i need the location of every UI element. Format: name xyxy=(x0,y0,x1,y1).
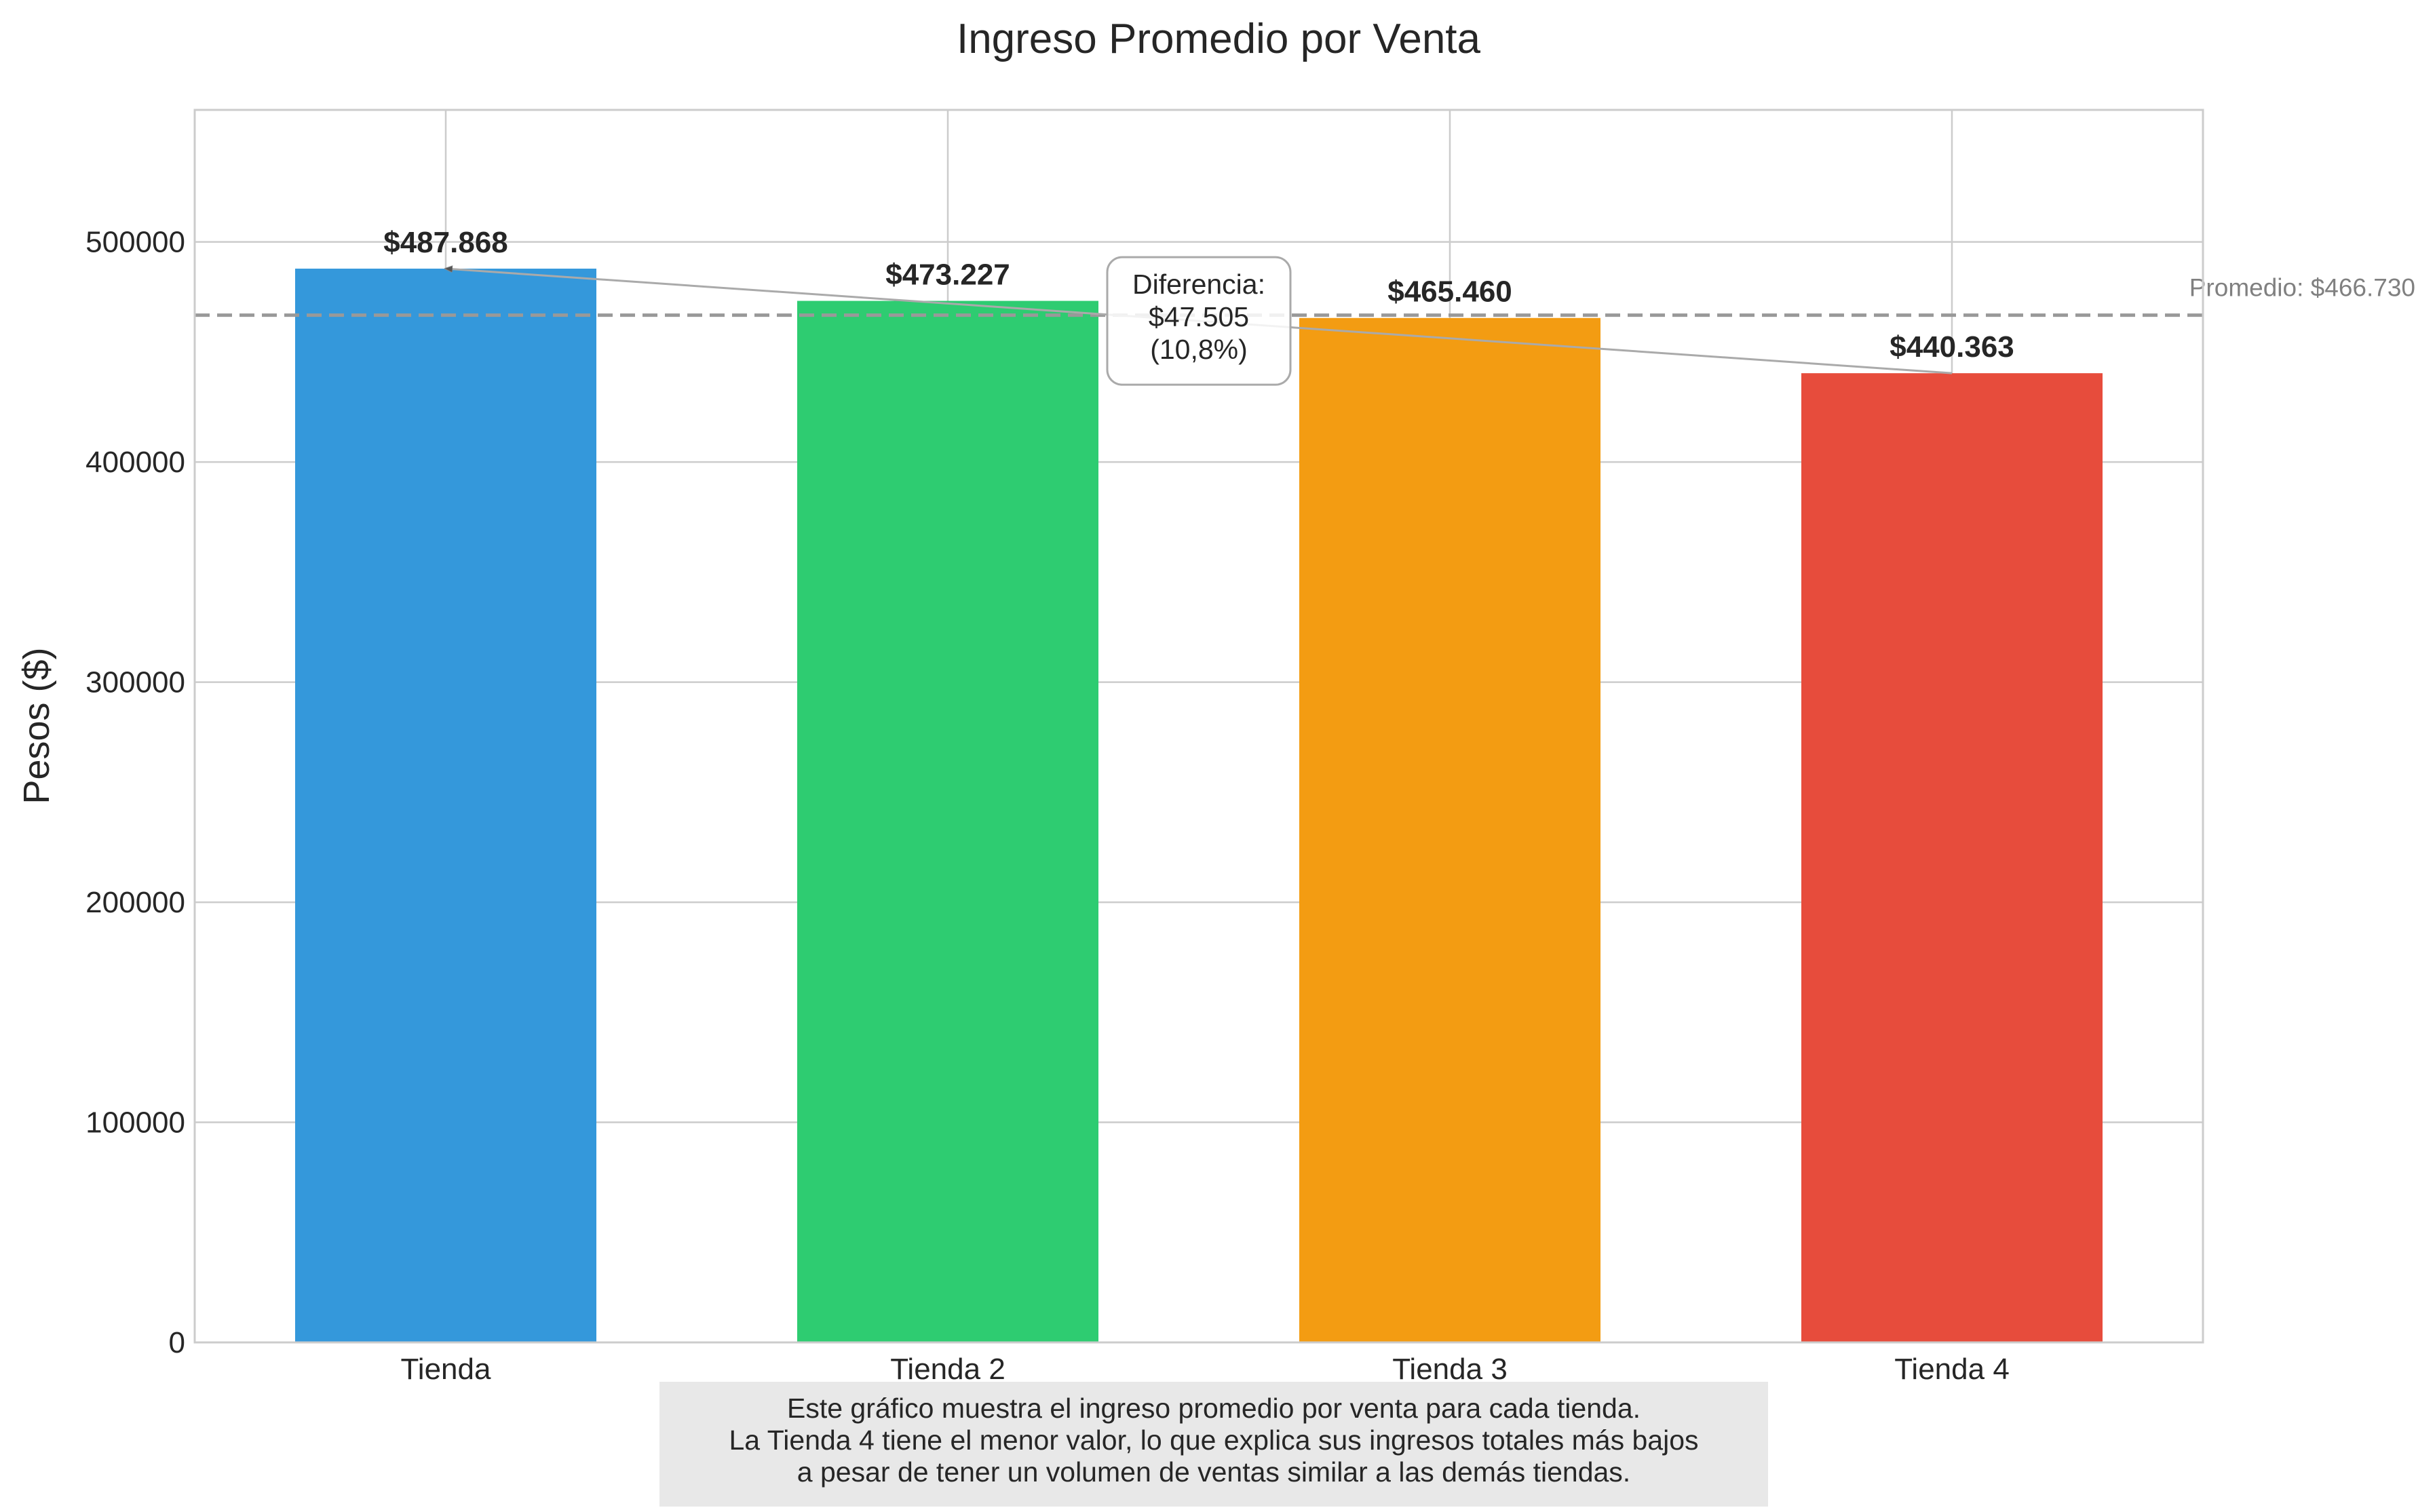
bar xyxy=(295,269,596,1342)
difference-text: $47.505 xyxy=(1149,301,1249,332)
x-tick-label: Tienda 3 xyxy=(1392,1353,1508,1386)
x-tick-label: Tienda 4 xyxy=(1894,1353,2010,1386)
note-background xyxy=(659,1382,1768,1507)
value-label: $465.460 xyxy=(1387,275,1512,309)
bar xyxy=(1801,373,2103,1342)
note-line: La Tienda 4 tiene el menor valor, lo que… xyxy=(729,1424,1699,1456)
difference-box xyxy=(1106,256,1292,386)
value-label: $440.363 xyxy=(1890,330,2014,364)
x-tick-label: Tienda 2 xyxy=(890,1353,1005,1386)
x-tick-label: Tienda xyxy=(401,1353,491,1386)
axis-ticks: 0 100000 200000 300000 400000 500000 Tienda Tie… xyxy=(85,226,2010,1386)
y-tick-label: 0 xyxy=(169,1326,185,1359)
average-label: Promedio: $466.730 xyxy=(2189,274,2415,302)
chart-title: Ingreso Promedio por Venta xyxy=(957,16,1481,62)
note-line: a pesar de tener un volumen de ventas si… xyxy=(797,1456,1630,1488)
y-tick-label: 400000 xyxy=(85,446,185,479)
difference-text: (10,8%) xyxy=(1150,334,1248,365)
value-labels: $487.868 $473.227 $465.460 $440.363 xyxy=(383,226,2014,364)
value-label: $487.868 xyxy=(383,226,508,259)
plot-frame xyxy=(193,109,2204,1344)
note-line: Este gráfico muestra el ingreso promedio… xyxy=(787,1393,1641,1424)
y-tick-label: 200000 xyxy=(85,886,185,919)
bar xyxy=(1299,317,1600,1342)
y-tick-label: 500000 xyxy=(85,226,185,259)
note-box: Este gráfico muestra el ingreso promedio… xyxy=(659,1382,1768,1507)
y-axis-label: Pesos ($) xyxy=(16,647,57,804)
bar xyxy=(797,301,1098,1343)
bars xyxy=(295,269,2103,1343)
value-label: $473.227 xyxy=(885,258,1010,292)
y-tick-label: 100000 xyxy=(85,1106,185,1140)
difference-text: Diferencia: xyxy=(1132,269,1265,300)
average-line-group: Promedio: $466.730 xyxy=(195,274,2415,317)
difference-annotation: Diferencia:$47.505(10,8%) xyxy=(446,256,1953,386)
y-tick-label: 300000 xyxy=(85,666,185,699)
